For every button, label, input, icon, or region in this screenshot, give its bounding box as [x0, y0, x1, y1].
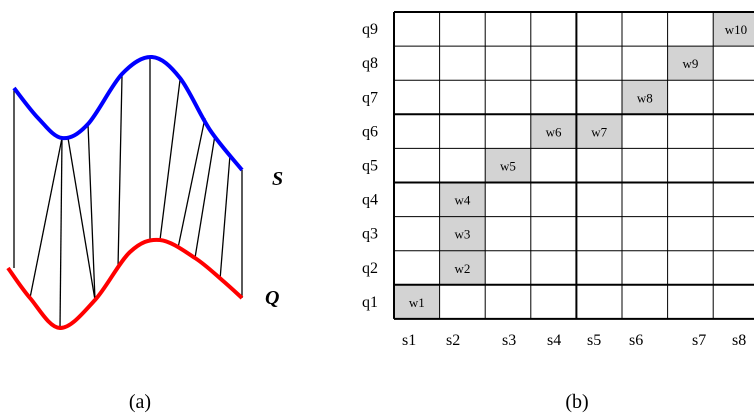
path-cell-label: w1 [409, 295, 425, 310]
row-label: q8 [362, 55, 378, 72]
path-cell-label: w6 [546, 124, 562, 139]
warp-line [59, 137, 63, 329]
path-cell [394, 284, 440, 319]
column-label: s4 [547, 332, 561, 349]
path-cell [622, 80, 668, 115]
path-cell-label: w5 [500, 158, 516, 173]
column-label: s3 [502, 332, 516, 349]
warp-line [219, 154, 231, 281]
column-labels: s1 s2 s3 s4 s5 s6 s7 s8 [402, 332, 746, 349]
caption-b: (b) [565, 391, 588, 413]
column-label: s5 [587, 332, 601, 349]
panel-a-warping-curves: S Q (a) [6, 54, 283, 413]
warp-line [117, 75, 123, 269]
path-cell [576, 114, 622, 149]
path-cell [667, 46, 714, 81]
path-cell [713, 12, 754, 47]
warp-line [67, 137, 96, 301]
column-label: s8 [732, 332, 746, 349]
row-label: q4 [362, 192, 378, 209]
column-label: s7 [692, 332, 706, 349]
row-label: q1 [362, 294, 378, 311]
row-label: q7 [362, 89, 378, 106]
row-label: q9 [362, 21, 378, 38]
curve-q [6, 237, 244, 331]
matrix-cells: w1 w2 w3 w4 w5 w6 w7 w8 w9 w10 [394, 12, 754, 319]
path-cell-label: w9 [682, 56, 698, 71]
row-label: q3 [362, 226, 378, 243]
label-q: Q [265, 287, 279, 309]
column-label: s6 [629, 332, 643, 349]
warp-line [194, 134, 216, 259]
warp-line [177, 117, 206, 249]
warp-line [87, 123, 96, 301]
path-cell [485, 148, 531, 183]
path-cell-label: w8 [637, 90, 653, 105]
path-cell-label: w7 [591, 124, 607, 139]
path-cell [439, 216, 486, 251]
row-labels: q1 q2 q3 q4 q5 q6 q7 q8 q9 [362, 21, 378, 311]
matrix-grid [393, 11, 754, 320]
path-cell [439, 250, 486, 285]
path-cell-label: w2 [454, 261, 470, 276]
panel-b-warping-matrix: w1 w2 w3 w4 w5 w6 w7 w8 w9 w10 q1 q2 q3 q4 q5 q6 q7 q8 q9… [362, 11, 754, 413]
column-label: s2 [446, 332, 460, 349]
row-label: q2 [362, 260, 378, 277]
warp-line [159, 79, 181, 241]
label-s: S [272, 168, 283, 190]
path-cell-label: w4 [454, 193, 470, 208]
warping-lines [13, 58, 243, 329]
path-cell-label: w10 [725, 22, 747, 37]
path-cell-label: w3 [454, 227, 470, 242]
row-label: q6 [362, 123, 378, 140]
warp-line [29, 137, 63, 299]
curve-s [12, 54, 244, 172]
caption-a: (a) [129, 391, 151, 413]
path-cell [530, 114, 577, 149]
path-cell [439, 182, 486, 217]
column-label: s1 [402, 332, 416, 349]
row-label: q5 [362, 157, 378, 174]
